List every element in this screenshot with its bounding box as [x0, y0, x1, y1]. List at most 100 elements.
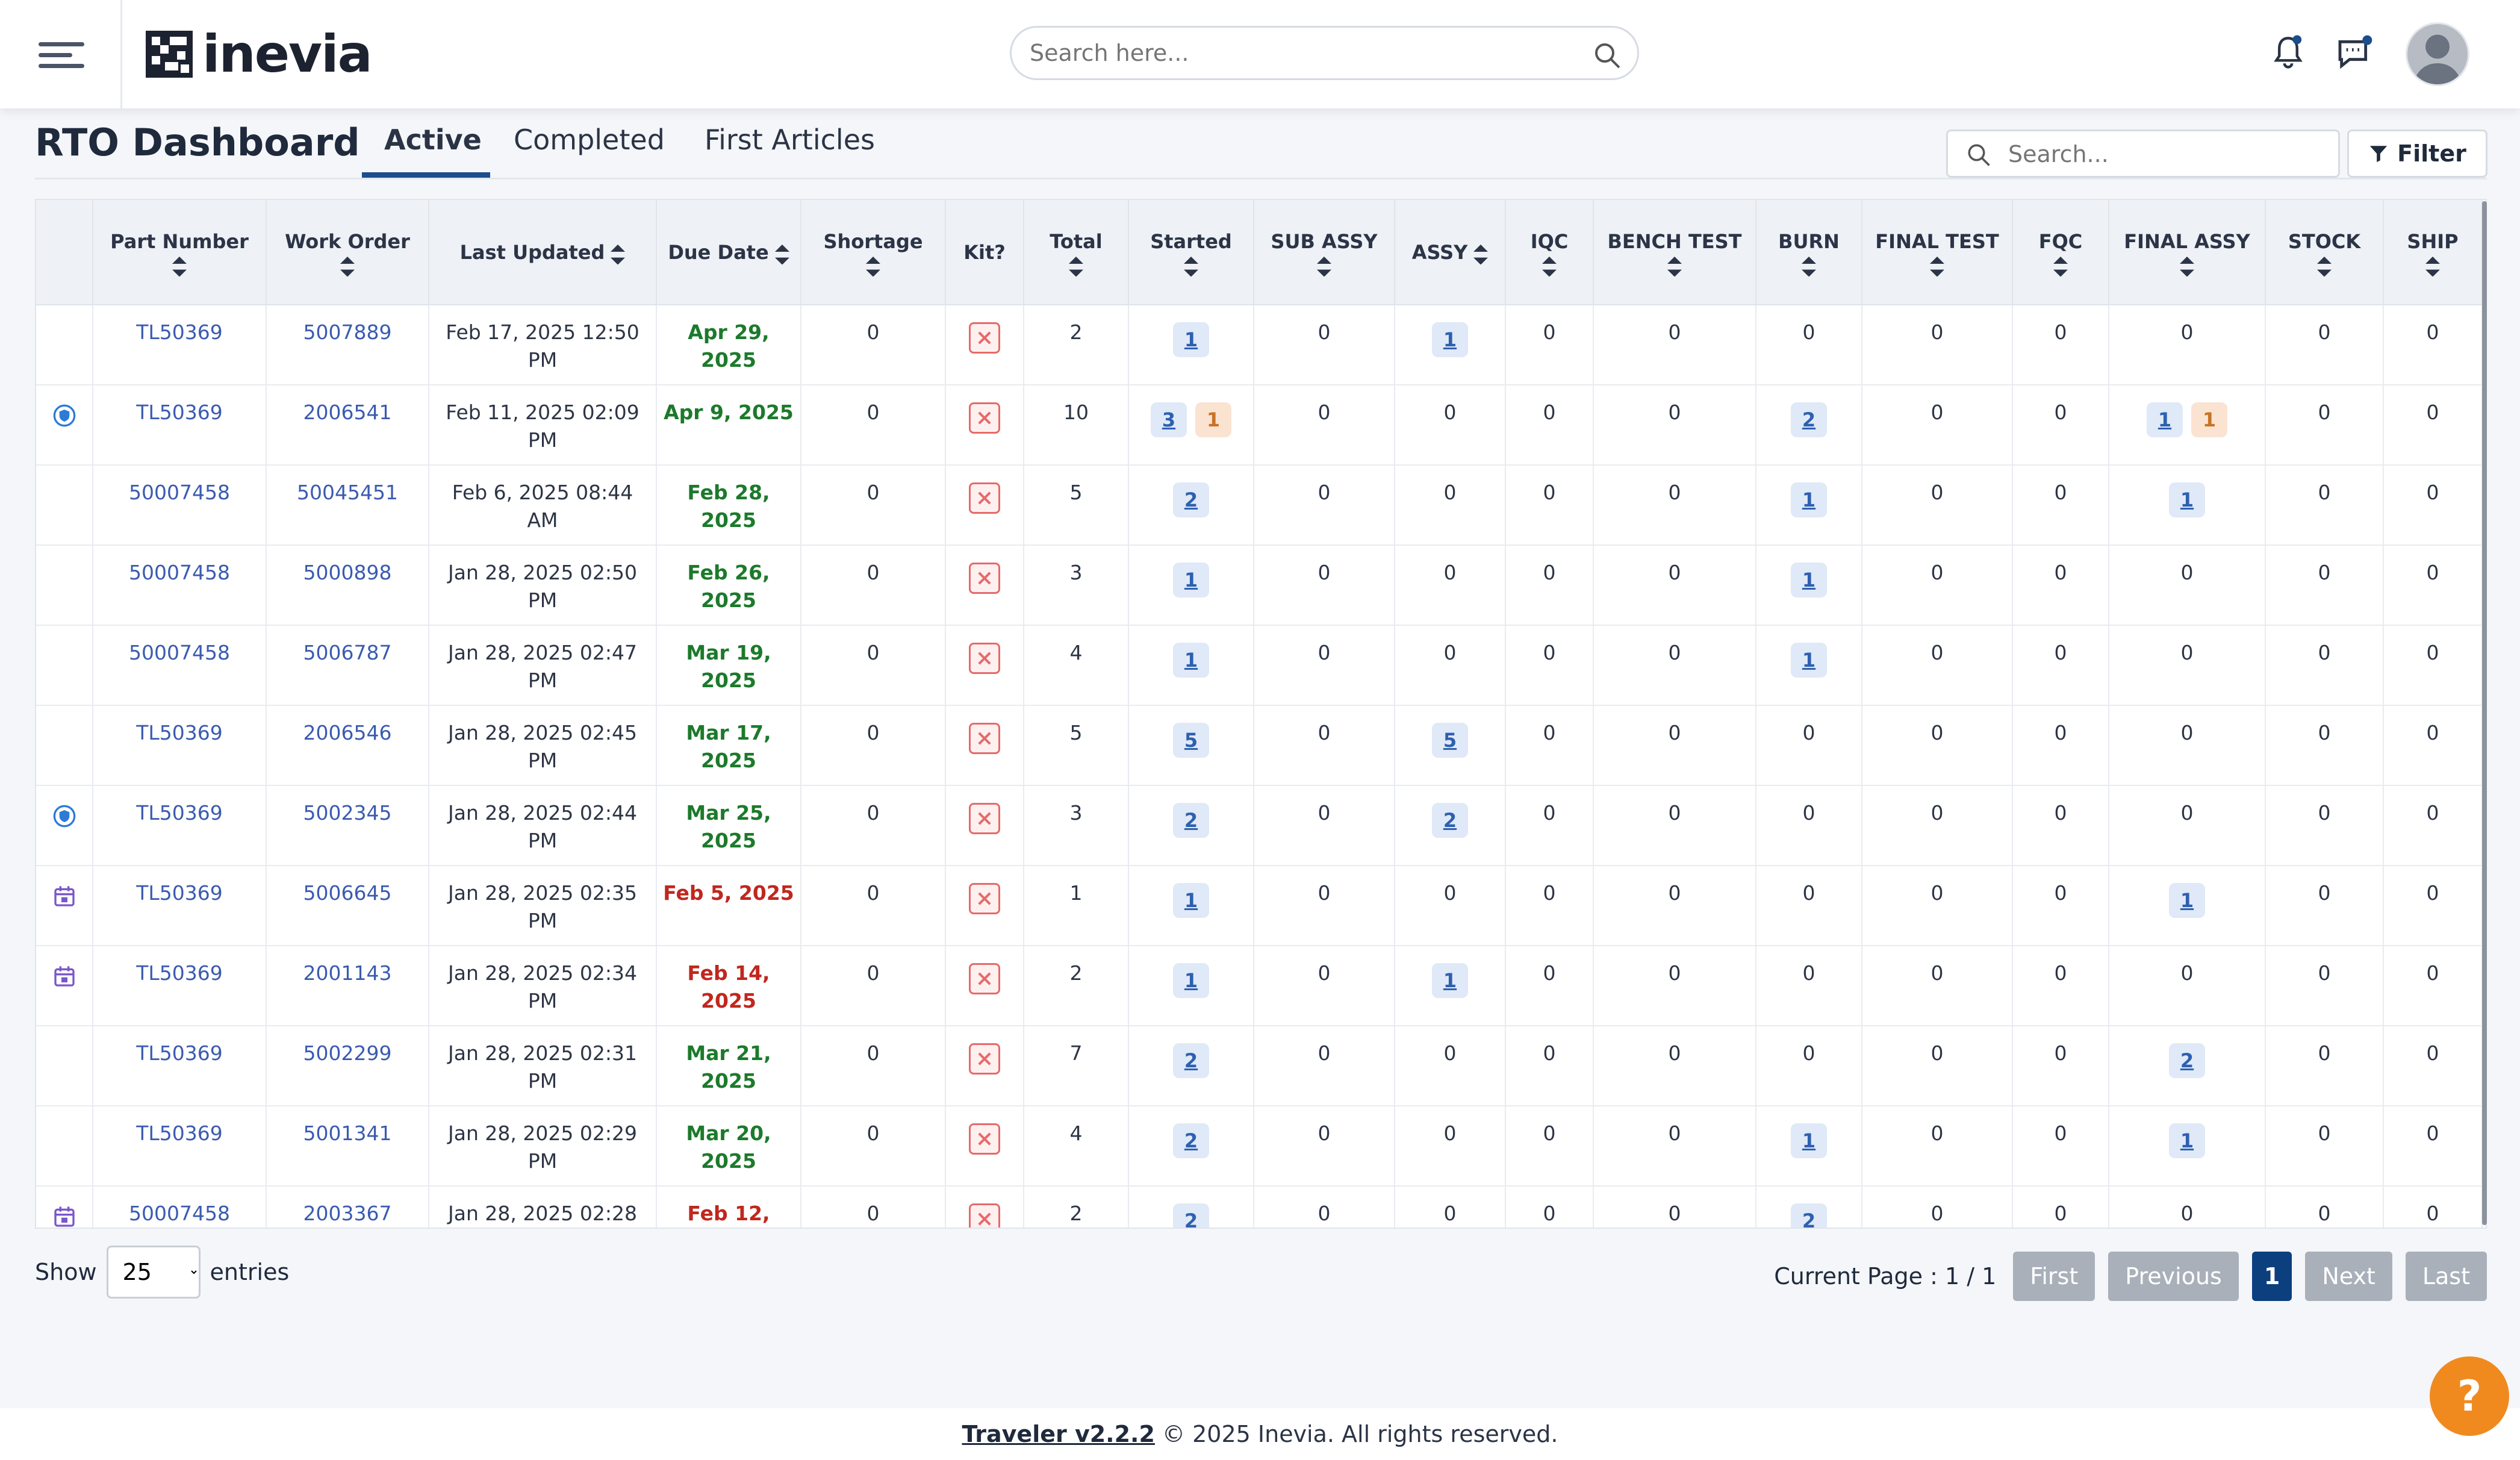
table-row[interactable]: 50007458 50045451 Feb 6, 2025 08:44 AM Feb 2…	[36, 465, 2483, 546]
first-page-button[interactable]: First	[2013, 1252, 2095, 1301]
page-1-button[interactable]: 1	[2251, 1252, 2292, 1301]
column-header-final-assy[interactable]: FINAL ASSY	[2109, 200, 2266, 305]
final-assy-cell-count-link[interactable]: 2	[2169, 1043, 2205, 1078]
table-row[interactable]: TL50369 2006541 Feb 11, 2025 02:09 PM Apr 9,…	[36, 385, 2483, 466]
started-cell-count-link[interactable]: 1	[1173, 643, 1209, 678]
started-cell-count-link[interactable]: 1	[1173, 563, 1209, 597]
column-header-burn[interactable]: BURN	[1756, 200, 1862, 305]
column-header-final-test[interactable]: FINAL TEST	[1862, 200, 2013, 305]
shield-icon[interactable]	[52, 404, 76, 432]
sort-arrows-icon[interactable]	[1317, 256, 1331, 277]
sort-arrows-icon[interactable]	[1473, 244, 1489, 265]
column-header-ship[interactable]: SHIP	[2383, 200, 2483, 305]
tab-completed[interactable]: Completed	[514, 123, 665, 156]
started-cell-count-link[interactable]: 2	[1173, 1203, 1209, 1228]
calendar-icon[interactable]	[52, 886, 76, 913]
work-order-cell-value[interactable]: 2001143	[303, 961, 392, 985]
kit-missing-icon[interactable]	[969, 1123, 1000, 1155]
table-row[interactable]: 50007458 5000898 Jan 28, 2025 02:50 PM Feb 2…	[36, 545, 2483, 626]
kit-missing-icon[interactable]	[969, 803, 1000, 834]
final-assy-cell-count-link[interactable]: 1	[2169, 1123, 2205, 1158]
sort-arrows-icon[interactable]	[774, 244, 789, 265]
part-number-cell-value[interactable]: TL50369	[136, 401, 223, 424]
column-header-iqc[interactable]: IQC	[1505, 200, 1594, 305]
user-avatar[interactable]	[2406, 22, 2469, 86]
column-header-sub-assy[interactable]: SUB ASSY	[1254, 200, 1395, 305]
table-row[interactable]: TL50369 2001143 Jan 28, 2025 02:34 PM Feb 14…	[36, 946, 2483, 1026]
burn-cell-count-link[interactable]: 1	[1791, 482, 1827, 517]
kit-missing-icon[interactable]	[969, 1203, 1000, 1228]
assy-cell-count-link[interactable]: 1	[1432, 322, 1468, 357]
next-page-button[interactable]: Next	[2305, 1252, 2392, 1301]
table-row[interactable]: TL50369 2006546 Jan 28, 2025 02:45 PM Mar 17…	[36, 705, 2483, 786]
sort-arrows-icon[interactable]	[1184, 256, 1198, 277]
sort-arrows-icon[interactable]	[2425, 256, 2440, 277]
filter-button[interactable]: Filter	[2347, 129, 2487, 178]
part-number-cell-value[interactable]: 50007458	[129, 481, 230, 504]
kit-missing-icon[interactable]	[969, 563, 1000, 594]
part-number-cell-value[interactable]: 50007458	[129, 641, 230, 664]
column-header-fqc[interactable]: FQC	[2012, 200, 2109, 305]
sort-arrows-icon[interactable]	[2317, 256, 2332, 277]
column-header-last-updated[interactable]: Last Updated	[429, 200, 657, 305]
last-page-button[interactable]: Last	[2405, 1252, 2487, 1301]
table-scrollbar[interactable]	[2482, 201, 2487, 1225]
help-button[interactable]: ?	[2430, 1356, 2509, 1436]
work-order-cell-value[interactable]: 5001341	[303, 1122, 392, 1145]
kit-missing-icon[interactable]	[969, 322, 1000, 354]
assy-cell-count-link[interactable]: 1	[1432, 963, 1468, 998]
kit-missing-icon[interactable]	[969, 643, 1000, 674]
sort-arrows-icon[interactable]	[2053, 256, 2068, 277]
column-header-total[interactable]: Total	[1024, 200, 1129, 305]
assy-cell-count-link[interactable]: 2	[1432, 803, 1468, 838]
final-assy-cell-count-link[interactable]: 1	[2169, 883, 2205, 918]
burn-cell-count-link[interactable]: 1	[1791, 563, 1827, 597]
final-assy-cell-extra-badge[interactable]: 1	[2191, 402, 2227, 437]
sort-arrows-icon[interactable]	[1802, 256, 1816, 277]
tab-first-articles[interactable]: First Articles	[705, 123, 875, 156]
entries-select[interactable]: 25	[106, 1246, 201, 1299]
sort-arrows-icon[interactable]	[1542, 256, 1557, 277]
started-cell-count-link[interactable]: 1	[1173, 322, 1209, 357]
version-link[interactable]: Traveler v2.2.2	[962, 1421, 1155, 1447]
kit-missing-icon[interactable]	[969, 1043, 1000, 1075]
column-header-started[interactable]: Started	[1128, 200, 1254, 305]
table-row[interactable]: TL50369 5002345 Jan 28, 2025 02:44 PM Mar 25…	[36, 785, 2483, 866]
column-header-shortage[interactable]: Shortage	[801, 200, 946, 305]
work-order-cell-value[interactable]: 2006546	[303, 721, 392, 744]
previous-page-button[interactable]: Previous	[2108, 1252, 2239, 1301]
calendar-icon[interactable]	[52, 1206, 76, 1228]
part-number-cell-value[interactable]: TL50369	[136, 961, 223, 985]
work-order-cell-value[interactable]: 5006787	[303, 641, 392, 664]
search-icon[interactable]	[1593, 41, 1622, 70]
work-order-cell-value[interactable]: 2003367	[303, 1202, 392, 1225]
part-number-cell-value[interactable]: TL50369	[136, 1122, 223, 1145]
table-search[interactable]	[1946, 129, 2340, 178]
work-order-cell-value[interactable]: 5002345	[303, 801, 392, 825]
kit-missing-icon[interactable]	[969, 402, 1000, 434]
kit-missing-icon[interactable]	[969, 723, 1000, 754]
table-row[interactable]: TL50369 5001341 Jan 28, 2025 02:29 PM Mar 20…	[36, 1106, 2483, 1187]
final-assy-cell-count-link[interactable]: 1	[2147, 402, 2183, 437]
sort-arrows-icon[interactable]	[1930, 256, 1944, 277]
part-number-cell-value[interactable]: TL50369	[136, 1041, 223, 1065]
burn-cell-count-link[interactable]: 2	[1791, 402, 1827, 437]
calendar-icon[interactable]	[52, 966, 76, 993]
column-header-bench-test[interactable]: BENCH TEST	[1593, 200, 1756, 305]
part-number-cell-value[interactable]: 50007458	[129, 1202, 230, 1225]
sort-arrows-icon[interactable]	[611, 244, 626, 265]
sort-arrows-icon[interactable]	[340, 256, 355, 277]
assy-cell-count-link[interactable]: 5	[1432, 723, 1468, 758]
sort-arrows-icon[interactable]	[1667, 256, 1682, 277]
started-cell-count-link[interactable]: 1	[1173, 883, 1209, 918]
logo[interactable]: inevia	[146, 24, 373, 84]
sort-arrows-icon[interactable]	[866, 256, 880, 277]
work-order-cell-value[interactable]: 5000898	[303, 561, 392, 584]
work-order-cell-value[interactable]: 2006541	[303, 401, 392, 424]
global-search-input[interactable]	[1030, 34, 1572, 72]
started-cell-count-link[interactable]: 1	[1173, 963, 1209, 998]
shield-icon[interactable]	[52, 805, 76, 833]
menu-icon[interactable]	[34, 24, 94, 84]
table-row[interactable]: 50007458 5006787 Jan 28, 2025 02:47 PM Mar 1…	[36, 625, 2483, 706]
burn-cell-count-link[interactable]: 1	[1791, 1123, 1827, 1158]
